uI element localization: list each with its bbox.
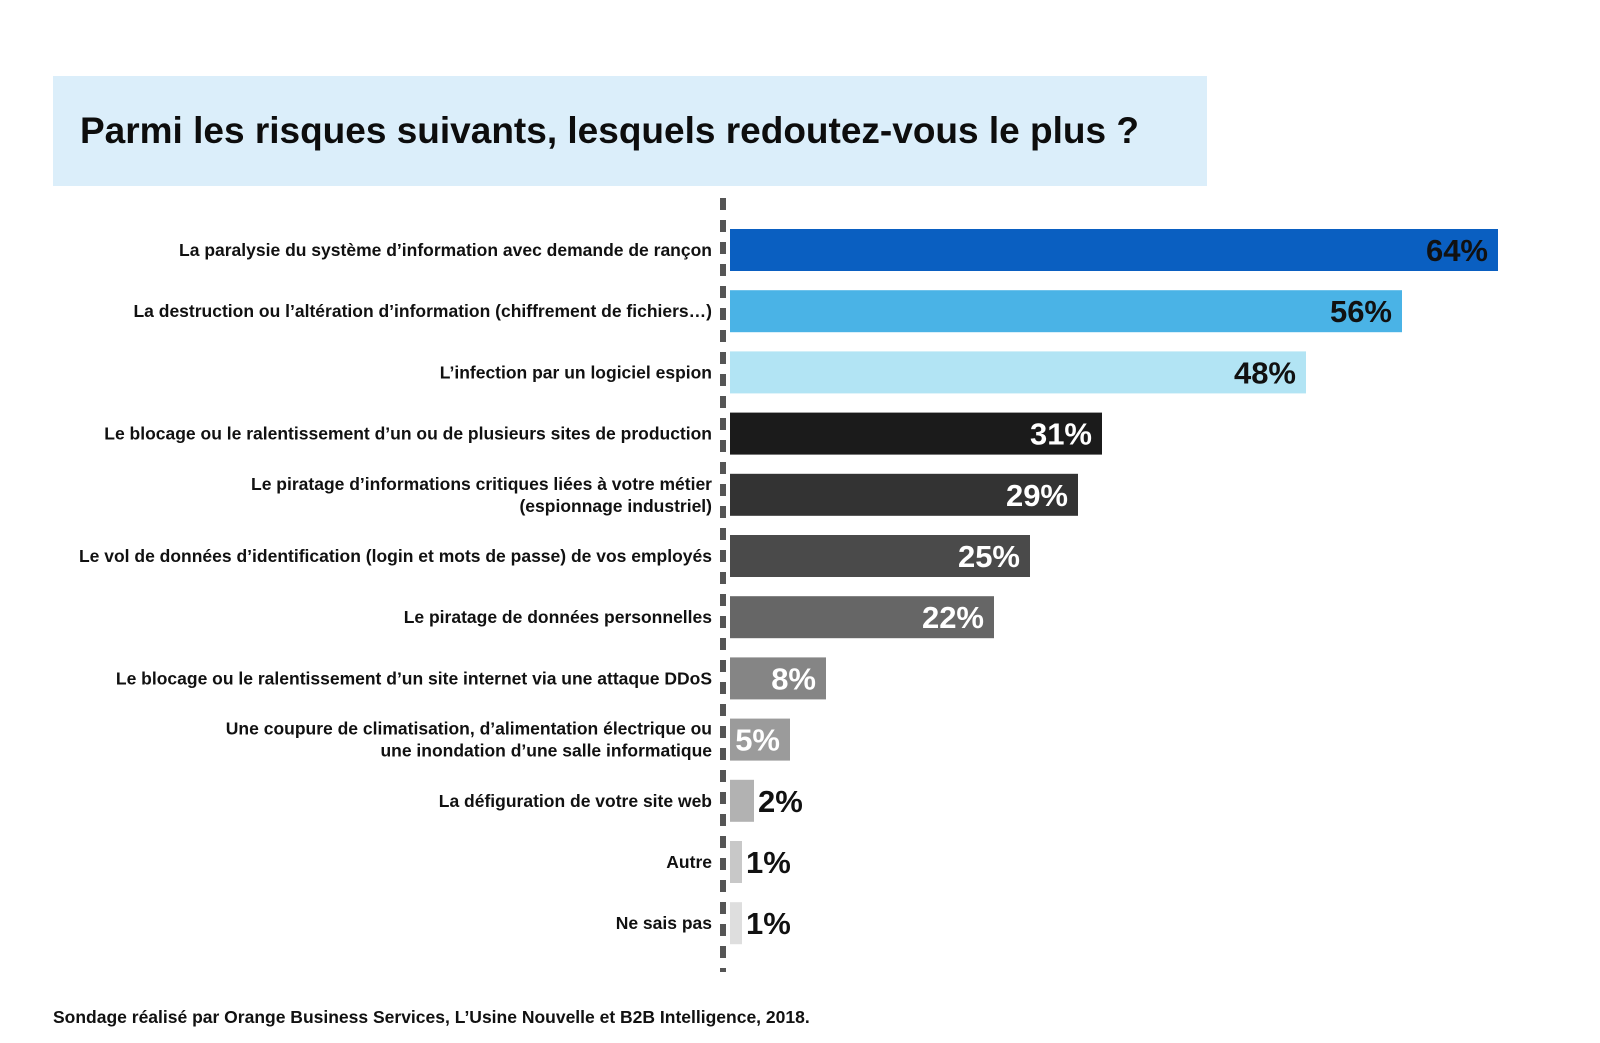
category-label: L’infection par un logiciel espion bbox=[440, 362, 712, 382]
bar bbox=[730, 351, 1306, 394]
bar bbox=[730, 412, 1102, 455]
value-label: 31% bbox=[1030, 417, 1092, 452]
value-label: 1% bbox=[746, 845, 791, 880]
category-label: Le blocage ou le ralentissement d’un sit… bbox=[116, 668, 712, 688]
value-label: 22% bbox=[922, 600, 984, 635]
category-label: La paralysie du système d’information av… bbox=[179, 240, 712, 260]
bar bbox=[730, 535, 1030, 577]
value-label: 2% bbox=[758, 784, 803, 819]
title-box: Parmi les risques suivants, lesquels red… bbox=[53, 76, 1207, 186]
category-label: Le vol de données d’identification (logi… bbox=[79, 546, 712, 566]
category-label: Le piratage de données personnelles bbox=[404, 607, 713, 627]
value-label: 64% bbox=[1426, 233, 1488, 268]
bar bbox=[730, 229, 1498, 271]
value-label: 25% bbox=[958, 539, 1020, 574]
value-label: 5% bbox=[735, 723, 780, 758]
value-label: 48% bbox=[1234, 355, 1296, 390]
category-label: Ne sais pas bbox=[616, 913, 713, 933]
value-label: 8% bbox=[771, 661, 816, 696]
category-label: Le piratage d’informations critiques lié… bbox=[251, 474, 712, 516]
category-label: Autre bbox=[666, 852, 712, 872]
bar bbox=[730, 718, 790, 761]
value-label: 29% bbox=[1006, 478, 1068, 513]
bar bbox=[730, 841, 742, 883]
bar bbox=[730, 290, 1402, 333]
bar bbox=[730, 473, 1078, 516]
value-label: 56% bbox=[1330, 294, 1392, 329]
category-label: La défiguration de votre site web bbox=[439, 791, 712, 811]
category-label: Le blocage ou le ralentissement d’un ou … bbox=[104, 424, 712, 444]
source-note: Sondage réalisé par Orange Business Serv… bbox=[53, 1007, 810, 1027]
bar bbox=[730, 596, 994, 639]
value-label: 1% bbox=[746, 906, 791, 941]
bar bbox=[730, 902, 742, 945]
bar bbox=[730, 657, 826, 700]
category-label: La destruction ou l’altération d’informa… bbox=[133, 301, 712, 321]
chart-title: Parmi les risques suivants, lesquels red… bbox=[80, 110, 1139, 151]
category-label: Une coupure de climatisation, d’alimenta… bbox=[226, 719, 712, 761]
bar bbox=[730, 779, 754, 822]
